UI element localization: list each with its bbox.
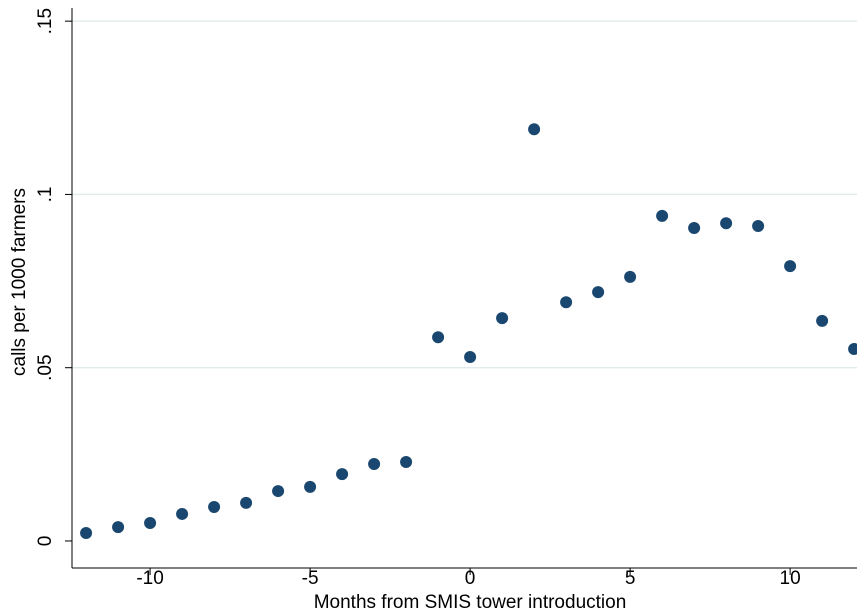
point xyxy=(112,521,125,534)
point xyxy=(816,314,829,327)
x-tick-label: 10 xyxy=(780,568,801,589)
point xyxy=(688,222,701,235)
point xyxy=(432,331,445,344)
point xyxy=(784,260,797,273)
point xyxy=(496,312,509,325)
point xyxy=(336,468,349,481)
x-tick-label: 5 xyxy=(625,568,636,589)
x-axis-title: Months from SMIS tower introduction xyxy=(314,592,627,613)
point xyxy=(80,527,93,539)
point xyxy=(560,296,573,309)
point xyxy=(208,501,221,514)
y-tick-label: .1 xyxy=(35,187,56,203)
point xyxy=(304,480,317,493)
point xyxy=(656,209,669,222)
point xyxy=(752,219,765,232)
y-tick-label: .15 xyxy=(35,8,56,34)
y-tick-label: .05 xyxy=(35,354,56,380)
y-axis-title: calls per 1000 farmers xyxy=(9,188,30,376)
point xyxy=(848,342,857,355)
point xyxy=(176,507,189,520)
point xyxy=(368,458,381,471)
x-tick-label: -5 xyxy=(302,568,319,589)
point xyxy=(624,270,637,283)
point xyxy=(528,123,541,136)
point xyxy=(400,455,413,468)
point xyxy=(144,516,157,529)
point xyxy=(464,350,477,363)
point xyxy=(720,217,733,230)
y-tick-label: 0 xyxy=(35,536,56,547)
point xyxy=(240,496,253,509)
x-tick-label: 0 xyxy=(465,568,476,589)
point xyxy=(272,485,285,498)
point xyxy=(592,286,605,299)
x-tick-label: -10 xyxy=(136,568,163,589)
